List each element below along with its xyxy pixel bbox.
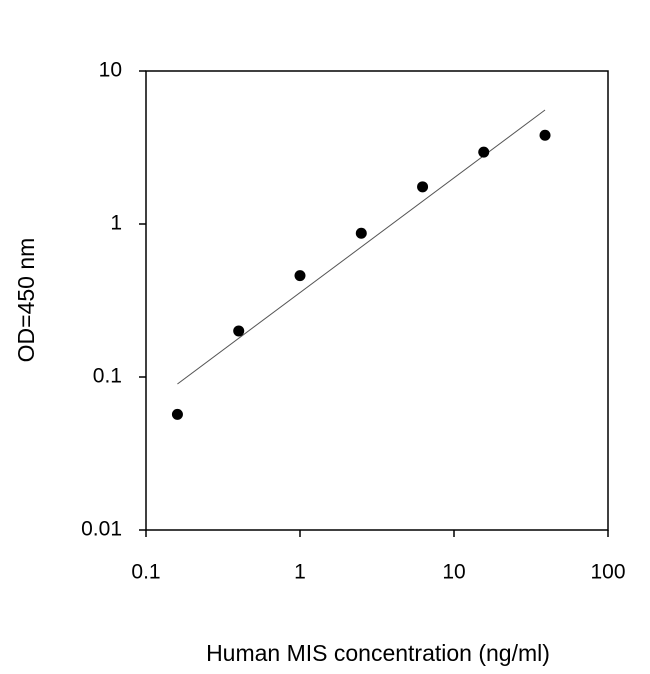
data-point [171,408,183,420]
fit-line [177,109,546,385]
x-tick-label: 1 [294,561,306,584]
x-axis-label: Human MIS concentration (ng/ml) [206,640,550,666]
y-tick-label: 1 [110,212,122,235]
y-tick-label: 10 [99,59,122,82]
data-point [478,146,490,158]
data-point [233,325,245,337]
y-tick-label: 0.1 [93,365,122,388]
x-tick-label: 100 [590,561,625,584]
plot-frame [145,70,609,531]
x-tick-label: 0.1 [131,561,160,584]
data-point [294,270,306,282]
y-axis-label: OD=450 nm [13,238,39,363]
x-tick-label: 10 [442,561,465,584]
y-tick-label: 0.01 [81,518,122,541]
data-point [355,227,367,239]
data-point [539,129,551,141]
data-point [417,181,429,193]
